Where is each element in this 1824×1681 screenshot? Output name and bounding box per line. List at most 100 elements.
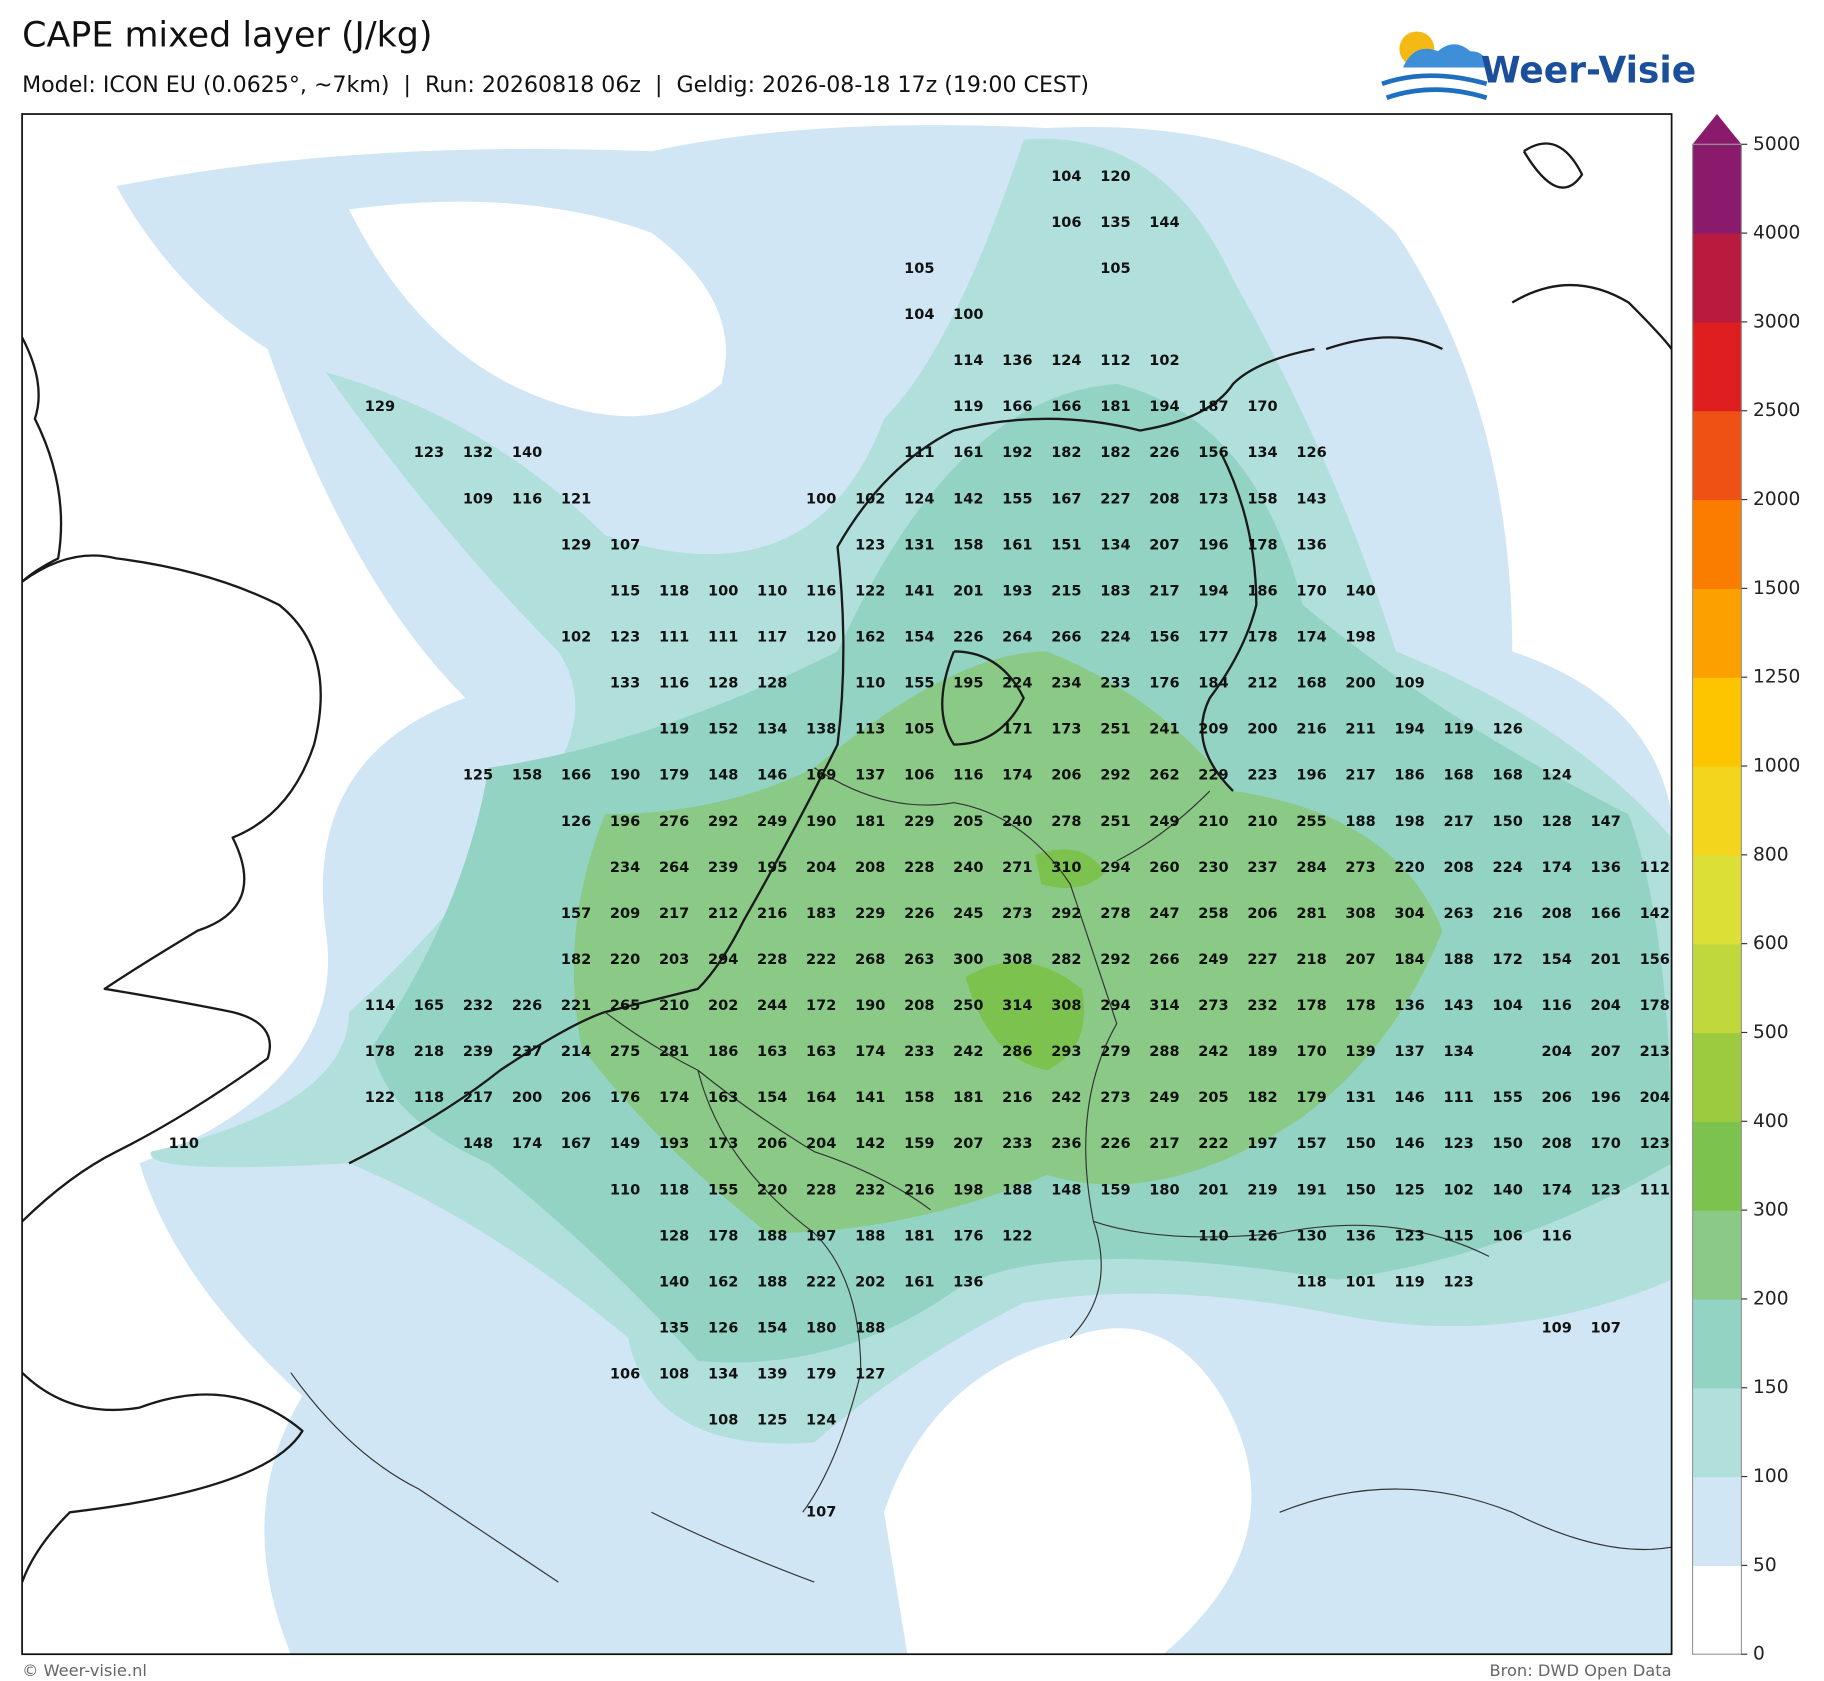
logo-text: Weer-Visie [1481,50,1696,92]
cape-label: 226 [953,630,983,646]
cape-label: 163 [708,1090,738,1106]
cape-label: 140 [512,445,542,461]
colorbar-tick-label: 2500 [1753,400,1800,421]
cape-label: 201 [1591,952,1621,968]
cape-label: 176 [1149,676,1179,692]
cape-label: 118 [1296,1274,1326,1290]
cape-label: 112 [1640,860,1670,876]
cape-label: 146 [757,768,787,784]
cape-label: 182 [1247,1090,1277,1106]
cape-label: 214 [561,1044,591,1060]
cape-label: 281 [1296,906,1326,922]
cape-label: 229 [1198,768,1228,784]
cape-label: 158 [512,768,542,784]
colorbar-tick-label: 50 [1753,1555,1777,1576]
cape-label: 239 [463,1044,493,1060]
cape-label: 244 [757,998,787,1014]
cape-label: 262 [1149,768,1179,784]
cape-label: 146 [1394,1090,1424,1106]
cape-label: 245 [953,906,983,922]
cape-label: 174 [1296,630,1326,646]
cape-label: 212 [708,906,738,922]
cape-label: 102 [855,491,885,507]
cape-label: 119 [659,722,689,738]
cape-label: 217 [463,1090,493,1106]
cape-label: 186 [1247,583,1277,599]
cape-label: 131 [1345,1090,1375,1106]
cape-label: 119 [953,399,983,415]
cape-label: 139 [1345,1044,1375,1060]
subtitle: Model: ICON EU (0.0625°, ~7km) | Run: 20… [22,72,1089,98]
cape-label: 212 [1247,676,1277,692]
cape-label: 124 [1051,353,1081,369]
cape-label: 126 [708,1320,738,1336]
cape-label: 143 [1443,998,1473,1014]
cape-label: 188 [757,1274,787,1290]
cape-label: 148 [708,768,738,784]
cape-label: 273 [1100,1090,1130,1106]
cape-label: 172 [806,998,836,1014]
cape-label: 137 [855,768,885,784]
map-area: 104 120 106 135 144 105 105 104 100 114 136 124 112 1… [22,114,1672,1655]
cape-label: 198 [1394,814,1424,830]
cape-label: 178 [708,1228,738,1244]
cape-label: 206 [1542,1090,1572,1106]
cape-label: 196 [610,814,640,830]
colorbar-tick-label: 400 [1753,1111,1789,1132]
cape-label: 249 [1198,952,1228,968]
cape-label: 142 [855,1136,885,1152]
cape-label: 193 [1002,583,1032,599]
cape-label: 273 [1198,998,1228,1014]
colorbar-band [1692,321,1742,412]
colorbar-tick-label: 300 [1753,1200,1789,1221]
cape-label: 181 [904,1228,934,1244]
cape-label: 200 [1247,722,1277,738]
cape-label: 216 [1296,722,1326,738]
cape-label: 105 [904,261,934,277]
cape-label: 110 [610,1182,640,1198]
cape-label: 125 [463,768,493,784]
cape-label: 110 [855,676,885,692]
cape-label: 182 [561,952,591,968]
cape-label: 181 [855,814,885,830]
colorbar-tick-label: 800 [1753,844,1789,865]
cape-label: 278 [1051,814,1081,830]
cape-label: 113 [855,722,885,738]
colorbar-band [1692,854,1742,945]
cape-label: 173 [1198,491,1228,507]
cape-label: 200 [1345,676,1375,692]
colorbar-tick-label: 1250 [1753,667,1800,688]
cape-label: 207 [953,1136,983,1152]
cape-label: 127 [855,1367,885,1383]
cape-label: 161 [953,445,983,461]
cape-label: 249 [1149,814,1179,830]
cape-label: 249 [1149,1090,1179,1106]
cape-label: 106 [1492,1228,1522,1244]
cape-label: 166 [561,768,591,784]
cape-label: 281 [659,1044,689,1060]
cape-label: 233 [904,1044,934,1060]
cape-label: 216 [757,906,787,922]
field-white-south [884,1328,1252,1655]
cape-label: 158 [904,1090,934,1106]
cape-label: 300 [953,952,983,968]
cape-label: 178 [365,1044,395,1060]
colorbar-band [1692,1210,1742,1300]
cape-label: 140 [1492,1182,1522,1198]
cape-label: 178 [1296,998,1326,1014]
cape-label: 210 [659,998,689,1014]
cape-label: 123 [1640,1136,1670,1152]
cape-label: 308 [1002,952,1032,968]
cape-label: 155 [1002,491,1032,507]
cape-label: 104 [1492,998,1522,1014]
cape-label: 216 [1002,1090,1032,1106]
cape-label: 204 [1640,1090,1670,1106]
cape-label: 223 [1247,768,1277,784]
cape-label: 117 [757,630,787,646]
cape-label: 292 [1100,768,1130,784]
cape-label: 111 [1640,1182,1670,1198]
label-layer: 104 120 106 135 144 105 105 104 100 114 136 124 112 1… [169,169,1670,1521]
cape-label: 177 [1198,630,1228,646]
cape-label: 174 [1542,860,1572,876]
